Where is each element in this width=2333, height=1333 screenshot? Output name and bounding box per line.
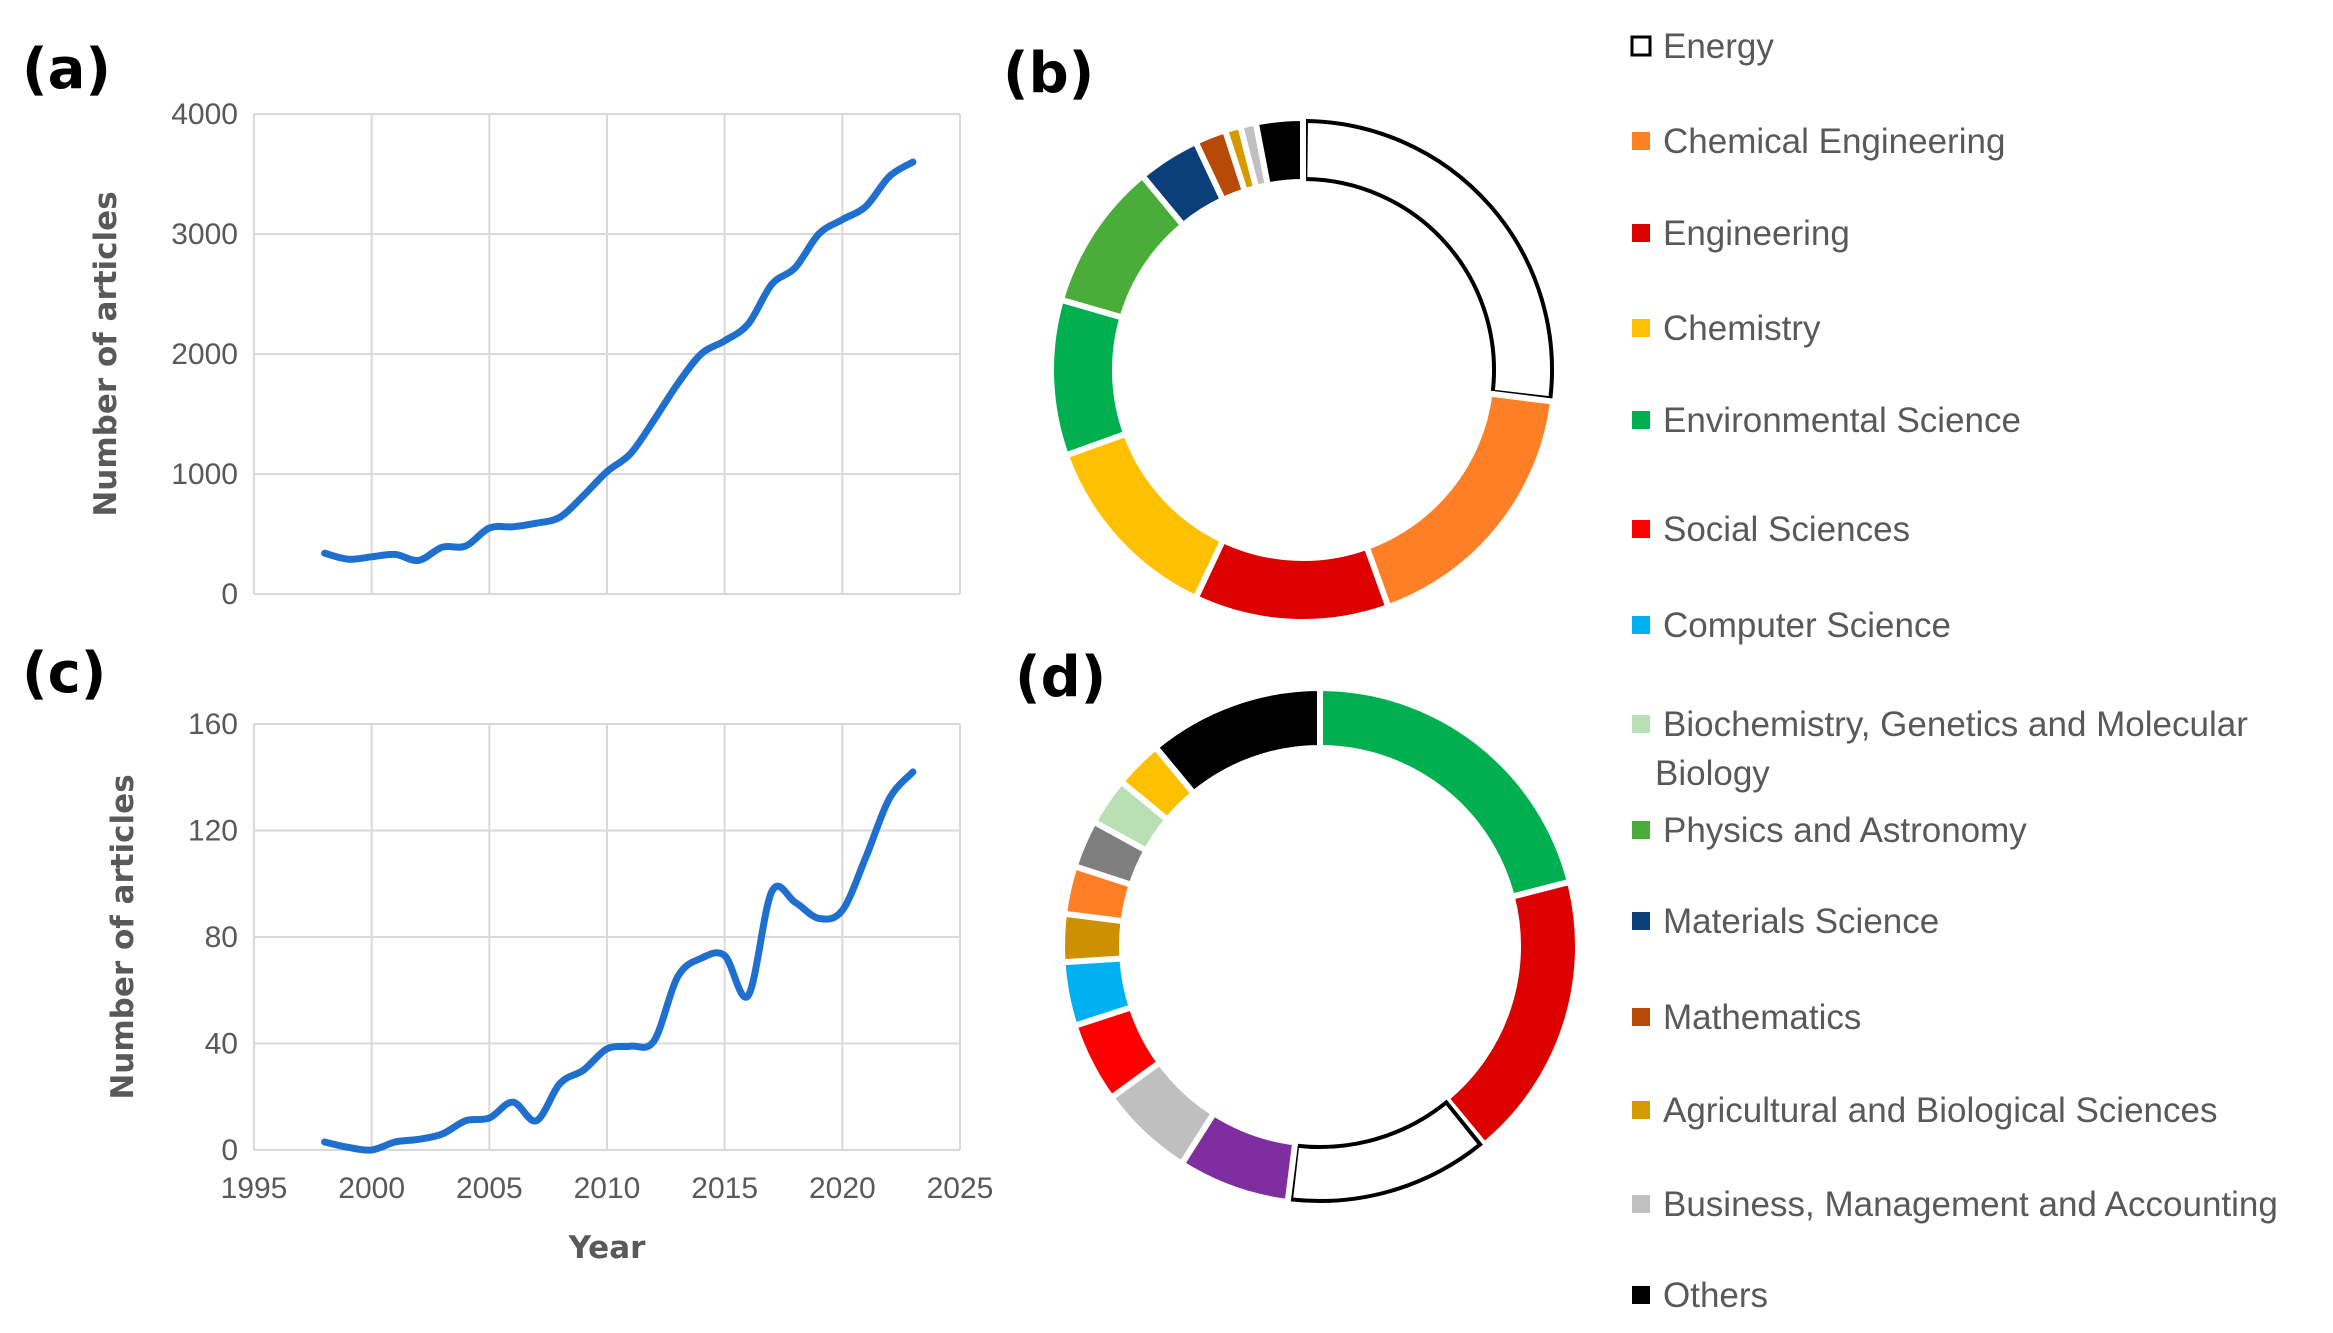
panel-label-d: (d) — [1015, 645, 1106, 710]
donut-chart-b — [1048, 114, 1558, 625]
legend-swatch — [1632, 411, 1650, 429]
legend-label: Mathematics — [1663, 998, 1861, 1037]
donut-chart-d — [1059, 684, 1581, 1207]
legend-swatch — [1632, 520, 1650, 538]
legend-swatch — [1632, 224, 1650, 242]
donut-slice-energy — [1303, 118, 1554, 401]
series-line — [321, 158, 917, 565]
legend-label: Business, Management and Accounting — [1663, 1185, 2278, 1224]
y-tick-label: 4000 — [171, 98, 238, 131]
legend-swatch — [1632, 1286, 1650, 1304]
legend-swatch — [1632, 132, 1650, 150]
x-tick-label: 2015 — [691, 1172, 758, 1205]
y-tick-label: 40 — [205, 1028, 238, 1061]
legend-label: Biochemistry, Genetics and Molecular — [1663, 705, 2248, 744]
legend-item: Mathematics — [1632, 998, 1861, 1037]
legend-label: Chemistry — [1663, 309, 1821, 348]
legend-item: Agricultural and Biological Sciences — [1632, 1091, 2217, 1130]
legend-item: Biochemistry, Genetics and Molecular Biol… — [1632, 705, 2248, 793]
y-tick-label: 160 — [188, 708, 238, 741]
panel-label-b: (b) — [1003, 41, 1094, 106]
legend-label-continued: Biology — [1655, 754, 1770, 793]
series-line — [321, 768, 917, 1154]
donut-slice-chemistry — [1062, 429, 1227, 603]
y-tick-label: 80 — [205, 921, 238, 954]
legend-label: Social Sciences — [1663, 510, 1910, 549]
legend-item: Engineering — [1632, 214, 1850, 253]
legend-item: Chemical Engineering — [1632, 122, 2005, 161]
donut-slice-environmental-science — [1048, 295, 1130, 460]
legend-item: Chemistry — [1632, 309, 1821, 348]
legend-item: Social Sciences — [1632, 510, 1910, 549]
y-tick-label: 2000 — [171, 338, 238, 371]
x-tick-label: 2020 — [809, 1172, 876, 1205]
panel-label-c: (c) — [22, 641, 106, 706]
legend-label: Engineering — [1663, 214, 1850, 253]
legend-label: Computer Science — [1663, 606, 1951, 645]
y-axis-title: Number of articles — [88, 191, 124, 516]
legend-label: Agricultural and Biological Sciences — [1663, 1091, 2217, 1130]
legend-item: Environmental Science — [1632, 401, 2021, 440]
legend-label: Others — [1663, 1276, 1768, 1315]
panel-label-a: (a) — [22, 37, 111, 102]
donut-slice-others — [1252, 114, 1306, 189]
x-tick-label: 1995 — [221, 1172, 288, 1205]
y-tick-label: 0 — [221, 1134, 238, 1167]
legend-swatch — [1632, 1195, 1650, 1213]
legend-label: Environmental Science — [1663, 401, 2021, 440]
donut-slice-chemical-engineering — [1362, 390, 1557, 611]
legend: Energy Chemical Engineering Engineering Che… — [1630, 27, 2278, 1315]
legend-item: Others — [1632, 1276, 1768, 1315]
legend-item: Business, Management and Accounting — [1632, 1185, 2278, 1224]
legend-swatch — [1632, 715, 1650, 733]
legend-item: Materials Science — [1632, 902, 1939, 941]
legend-item: Energy — [1630, 27, 1774, 66]
donut-slice-others — [1151, 684, 1323, 798]
legend-label: Chemical Engineering — [1663, 122, 2005, 161]
legend-label: Energy — [1663, 27, 1774, 66]
y-tick-label: 0 — [221, 578, 238, 611]
donut-slice-engineering — [1441, 878, 1581, 1150]
legend-swatch — [1630, 35, 1652, 57]
donut-slice-environmental-science — [1317, 684, 1574, 901]
line-chart-a: 0 1000 2000 3000 4000 Number of articles — [88, 98, 961, 611]
legend-label: Materials Science — [1663, 902, 1939, 941]
x-tick-label: 2010 — [574, 1172, 641, 1205]
y-axis-title: Number of articles — [105, 774, 141, 1099]
legend-swatch — [1632, 912, 1650, 930]
x-tick-label: 2005 — [456, 1172, 523, 1205]
legend-swatch — [1632, 616, 1650, 634]
legend-swatch — [1632, 1008, 1650, 1026]
donut-slice-energy — [1288, 1099, 1483, 1203]
y-tick-label: 3000 — [171, 218, 238, 251]
x-tick-label: 2025 — [927, 1172, 994, 1205]
line-chart-c: 0 40 80 120 160 1995 2000 2005 2010 2015 2020 2025 Y… — [105, 708, 993, 1266]
legend-item: Physics and Astronomy — [1632, 811, 2027, 850]
legend-label: Physics and Astronomy — [1663, 811, 2027, 850]
x-axis-title: Year — [568, 1230, 647, 1266]
y-tick-label: 120 — [188, 815, 238, 848]
y-tick-label: 1000 — [171, 458, 238, 491]
legend-swatch — [1632, 319, 1650, 337]
legend-item: Computer Science — [1632, 606, 1951, 645]
x-tick-label: 2000 — [338, 1172, 405, 1205]
legend-swatch — [1632, 1101, 1650, 1119]
donut-slice-engineering — [1191, 536, 1393, 625]
legend-swatch — [1632, 821, 1650, 839]
